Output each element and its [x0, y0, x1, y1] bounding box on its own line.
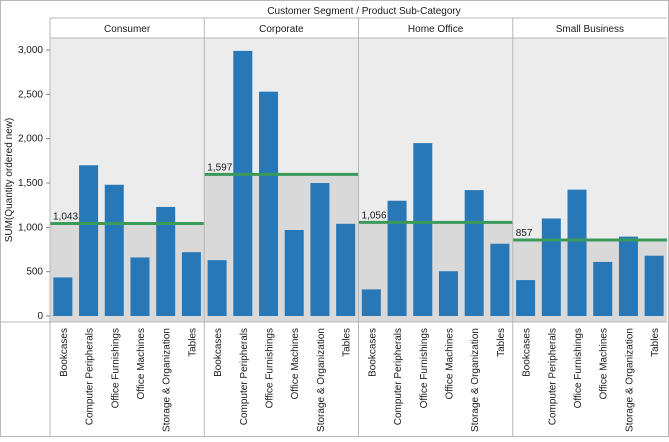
bar-consumer-tables [181, 252, 201, 316]
reference-label-consumer: 1,043 [53, 212, 78, 223]
x-tick-label: Bookcases [522, 328, 533, 377]
bar-consumer-bookcases [53, 277, 73, 316]
bar-home-office-office-furnishings [413, 143, 433, 316]
x-tick-label: Storage & Organization [316, 328, 327, 432]
x-tick-label: Bookcases [213, 328, 224, 377]
bar-home-office-storage-organization [464, 190, 484, 316]
y-tick-label: 1,500 [18, 178, 43, 189]
bar-consumer-computer-peripherals [79, 165, 99, 316]
bar-small-business-bookcases [516, 280, 536, 316]
reference-label-small-business: 857 [516, 228, 533, 239]
bar-small-business-computer-peripherals [541, 218, 561, 316]
panel-header-consumer: Consumer [104, 24, 151, 35]
panel-header-corporate: Corporate [259, 24, 304, 35]
x-tick-label: Office Furnishings [265, 328, 276, 408]
panel-background-small-business [512, 38, 667, 241]
panel-header-home-office: Home Office [408, 24, 464, 35]
bar-small-business-office-machines [593, 261, 613, 316]
y-tick-label: 3,000 [18, 45, 43, 56]
panel-background-home-office [358, 38, 513, 223]
x-tick-label: Tables [187, 328, 198, 357]
y-tick-label: 0 [37, 311, 43, 322]
x-tick-label: Office Machines [290, 328, 301, 400]
bar-home-office-tables [490, 243, 510, 316]
x-tick-label: Office Machines [444, 328, 455, 400]
x-tick-label: Storage & Organization [624, 328, 635, 432]
x-tick-label: Storage & Organization [162, 328, 173, 432]
bar-consumer-storage-organization [156, 206, 176, 316]
bar-corporate-office-machines [284, 229, 304, 316]
bar-small-business-office-furnishings [567, 189, 587, 316]
x-tick-label: Bookcases [59, 328, 70, 377]
bar-consumer-office-furnishings [104, 184, 124, 316]
reference-label-home-office: 1,056 [362, 210, 387, 221]
panel-header-small-business: Small Business [556, 24, 624, 35]
x-tick-label: Office Furnishings [110, 328, 121, 408]
x-tick-label: Office Machines [599, 328, 610, 400]
reference-label-corporate: 1,597 [207, 162, 232, 173]
y-axis-label: SUM(Quantity ordered new) [4, 118, 15, 243]
bar-home-office-bookcases [361, 289, 381, 316]
x-tick-label: Office Machines [136, 328, 147, 400]
bar-consumer-office-machines [130, 257, 150, 316]
y-tick-label: 2,000 [18, 134, 43, 145]
chart-title: Customer Segment / Product Sub-Category [267, 6, 460, 17]
x-tick-label: Tables [342, 328, 353, 357]
x-tick-label: Office Furnishings [419, 328, 430, 408]
bar-corporate-tables [336, 223, 356, 316]
x-tick-label: Storage & Organization [470, 328, 481, 432]
x-tick-label: Computer Peripherals [547, 328, 558, 425]
bar-corporate-bookcases [207, 260, 227, 316]
reference-band-consumer [50, 223, 205, 322]
bar-small-business-tables [644, 255, 664, 316]
x-tick-label: Computer Peripherals [393, 328, 404, 425]
y-tick-label: 2,500 [18, 89, 43, 100]
panel-background-corporate [204, 38, 359, 175]
panel-background-consumer [50, 38, 205, 224]
bar-home-office-computer-peripherals [387, 200, 407, 316]
bar-corporate-storage-organization [310, 183, 330, 316]
y-tick-label: 500 [26, 267, 43, 278]
x-tick-label: Bookcases [367, 328, 378, 377]
bar-corporate-computer-peripherals [233, 50, 253, 317]
x-tick-label: Tables [650, 328, 661, 357]
x-tick-label: Tables [496, 328, 507, 357]
bar-small-business-storage-organization [618, 236, 638, 316]
bar-home-office-office-machines [438, 271, 458, 316]
bar-corporate-office-furnishings [259, 91, 279, 316]
x-tick-label: Computer Peripherals [85, 328, 96, 425]
x-tick-label: Computer Peripherals [239, 328, 250, 425]
reference-band-home-office [358, 222, 513, 322]
reference-band-small-business [512, 240, 667, 322]
reference-band-corporate [204, 174, 359, 322]
x-tick-label: Office Furnishings [573, 328, 584, 408]
y-tick-label: 1,000 [18, 222, 43, 233]
